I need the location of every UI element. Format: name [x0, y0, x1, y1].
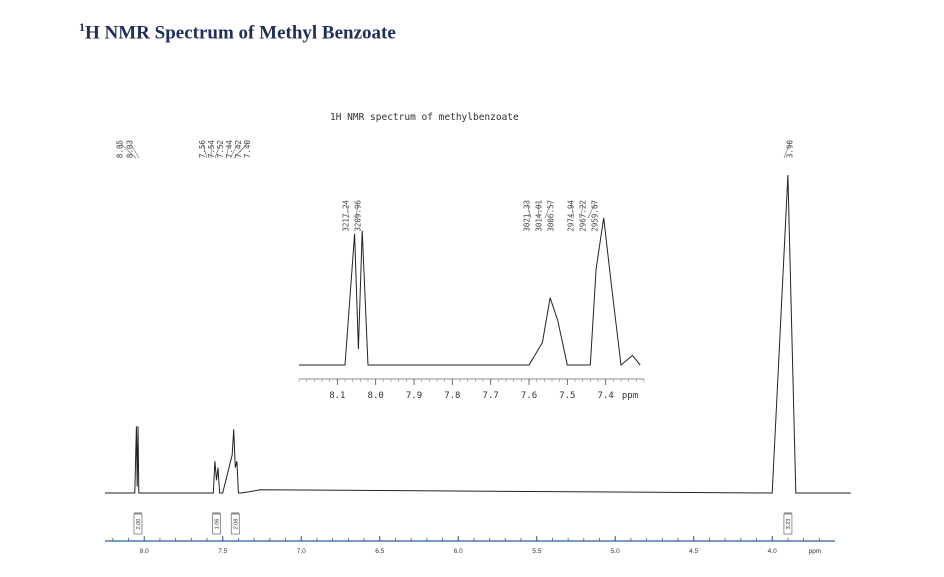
inset-spectrum-trace — [299, 217, 641, 366]
main-peak-label: 7.40 — [243, 140, 252, 159]
inset-peak-label: 2959.67 — [591, 200, 600, 232]
inset-peak-label-connector — [587, 202, 596, 219]
inset-x-tick-label: 8.1 — [329, 391, 345, 401]
main-peak-label: 8.05 — [116, 140, 125, 158]
integral-value: 2.00 — [136, 519, 142, 530]
main-peak-label: 7.56 — [198, 140, 207, 159]
integral-box — [230, 513, 240, 535]
inset-x-tick-label: 7.5 — [559, 391, 575, 401]
inset-peak-label-connector — [544, 202, 552, 219]
main-peak-label: 7.42 — [234, 140, 243, 158]
integral-value: 2.08 — [233, 519, 239, 530]
inset-peak-label: 3021.33 — [523, 200, 532, 232]
main-x-tick-label: 5.0 — [611, 548, 620, 555]
inset-peak-label: 3014.01 — [535, 200, 544, 232]
inset-x-tick-label: 7.8 — [444, 391, 460, 401]
inset-peak-label: 2974.94 — [567, 200, 576, 232]
main-spectrum-trace — [105, 174, 851, 494]
integral-box — [783, 513, 793, 535]
main-x-tick-label: 7.5 — [218, 548, 227, 555]
inset-peak-label-connector — [526, 202, 532, 219]
main-x-tick-label: 6.5 — [375, 548, 384, 555]
inset-peak-label-connector — [570, 202, 575, 219]
inset-title: 1H NMR spectrum of methylbenzoate — [330, 112, 519, 123]
inset-peak-label-connector — [345, 202, 350, 219]
main-x-axis-label: ppm — [809, 548, 822, 555]
main-x-tick-label: 7.0 — [297, 548, 306, 555]
inset-peak-label-connector — [580, 202, 584, 219]
main-peak-label-connector — [783, 142, 791, 159]
main-peak-label: 8.03 — [126, 140, 135, 158]
inset-peak-label: 3006.57 — [547, 200, 556, 232]
main-x-tick-label: 4.0 — [768, 548, 777, 555]
inset-x-tick-label: 7.6 — [521, 391, 537, 401]
inset-peak-label-connector — [355, 202, 359, 219]
integral-value: 3.23 — [786, 519, 792, 530]
main-peak-label-connector — [214, 142, 221, 159]
main-peak-label-connector — [210, 142, 212, 159]
integral-value: 1.06 — [214, 519, 220, 530]
main-peak-label: 3.90 — [786, 140, 795, 159]
main-x-tick-label: 8.0 — [140, 548, 149, 555]
main-peak-label-connector — [225, 142, 230, 159]
inset-peak-label: 3209.96 — [354, 200, 363, 232]
main-peak-label-connector — [202, 142, 208, 159]
inset-x-tick-label: 7.4 — [598, 391, 614, 401]
main-peak-label: 7.44 — [225, 140, 234, 159]
inset-x-tick-label: 8.0 — [368, 391, 384, 401]
inset-x-tick-label: 7.9 — [406, 391, 422, 401]
main-peak-label: 7.52 — [216, 140, 225, 158]
page-title: 1H NMR Spectrum of Methyl Benzoate — [79, 20, 396, 44]
inset-peak-label: 3217.24 — [342, 200, 351, 232]
inset-peak-label-connector — [537, 202, 540, 219]
main-x-tick-label: 4.5 — [689, 548, 698, 555]
integral-box — [133, 513, 143, 535]
inset-x-tick-label: 7.7 — [483, 391, 499, 401]
integral-box — [212, 513, 221, 535]
main-peak-label-connector — [229, 142, 239, 159]
main-peak-label-connector — [119, 142, 137, 159]
main-peak-label-connector — [129, 142, 140, 159]
inset-x-axis-label: ppm — [622, 391, 638, 401]
inset-peak-label: 2967.22 — [579, 200, 588, 232]
main-x-tick-label: 6.0 — [454, 548, 463, 555]
main-peak-label-connector — [233, 142, 248, 159]
main-x-tick-label: 5.5 — [532, 548, 541, 555]
